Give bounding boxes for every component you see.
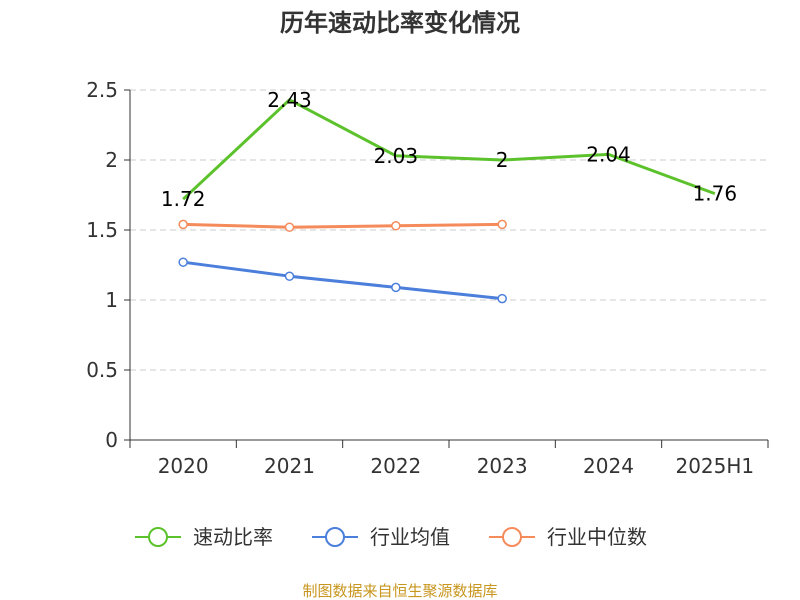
y-tick-label: 1.5 xyxy=(86,218,118,242)
data-label: 2.04 xyxy=(586,142,631,166)
y-tick-label: 2 xyxy=(105,148,118,172)
x-tick-label: 2022 xyxy=(370,454,421,478)
x-tick-label: 2020 xyxy=(158,454,209,478)
data-point[interactable] xyxy=(178,257,188,267)
legend-marker xyxy=(148,527,168,547)
data-label: 2 xyxy=(496,148,509,172)
x-tick-label: 2025H1 xyxy=(675,454,754,478)
y-tick-label: 0.5 xyxy=(86,358,118,382)
legend-label: 速动比率 xyxy=(193,525,273,549)
grid-lines xyxy=(130,89,768,371)
y-tick-label: 1 xyxy=(105,288,118,312)
legend-marker xyxy=(325,527,345,547)
data-label: 2.03 xyxy=(374,144,419,168)
source-note: 制图数据来自恒生聚源数据库 xyxy=(302,582,497,600)
data-point[interactable] xyxy=(391,221,401,231)
legend-label: 行业均值 xyxy=(370,525,450,549)
x-tick-label: 2023 xyxy=(477,454,528,478)
series-line xyxy=(182,98,716,201)
legend-marker xyxy=(502,527,522,547)
series-layer: 1.72 2.43 2.03 2 2.04 1.76 xyxy=(161,88,737,304)
legend-item-2[interactable]: 行业中位数 xyxy=(489,525,647,549)
series-0: 1.72 2.43 2.03 2 2.04 1.76 xyxy=(161,88,737,211)
y-tick-label: 0 xyxy=(105,428,118,452)
x-tick-label: 2024 xyxy=(583,454,634,478)
series-1 xyxy=(178,257,507,304)
legend-item-1[interactable]: 行业均值 xyxy=(312,525,450,549)
data-point[interactable] xyxy=(284,271,295,281)
data-point[interactable] xyxy=(284,222,295,232)
data-point[interactable] xyxy=(391,282,401,293)
data-point[interactable] xyxy=(178,219,188,230)
series-line xyxy=(182,260,503,301)
series-2 xyxy=(178,219,507,232)
y-tick-label: 2.5 xyxy=(86,78,118,102)
axes: 0 0.5 1 1.5 2 2.5 2020 2021 2022 2023 2024 2025H1 xyxy=(86,78,769,478)
legend-item-0[interactable]: 速动比率 xyxy=(135,525,273,549)
data-label: 2.43 xyxy=(267,88,312,112)
chart-title: 历年速动比率变化情况 xyxy=(280,9,520,37)
x-tick-label: 2021 xyxy=(264,454,315,478)
legend[interactable]: 速动比率 行业均值 行业中位数 xyxy=(135,525,647,549)
series-line xyxy=(183,222,503,229)
data-label: 1.76 xyxy=(693,182,738,206)
legend-label: 行业中位数 xyxy=(547,525,647,549)
data-label: 1.72 xyxy=(161,187,206,211)
data-point[interactable] xyxy=(497,219,507,230)
data-point[interactable] xyxy=(497,293,507,304)
